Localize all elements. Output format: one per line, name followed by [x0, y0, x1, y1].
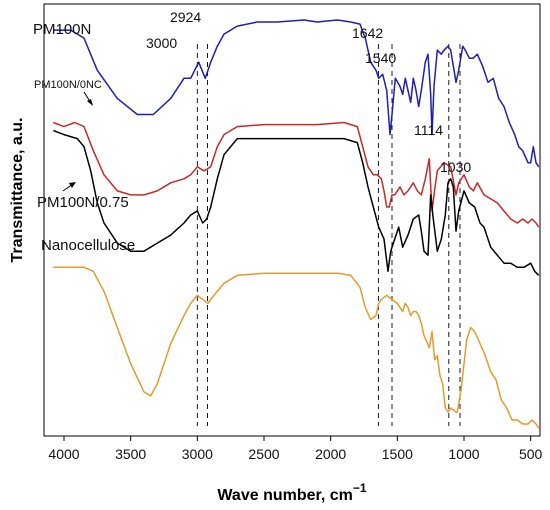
series-label-pm100n-0nc: PM100N/0NC [34, 79, 102, 91]
annotation-1030: 1030 [440, 159, 471, 175]
annotation-3000: 3000 [146, 35, 177, 51]
series-line-pm100n-0nc [53, 121, 540, 228]
annotation-1114: 1114 [414, 122, 443, 138]
annotation-1642: 1642 [352, 25, 383, 41]
x-tick-label-4000: 4000 [48, 446, 79, 462]
series-line-pm100n [53, 19, 540, 168]
series-label-nanocellulose: Nanocellulose [41, 237, 135, 254]
x-axis-title-superscript: −1 [353, 481, 367, 495]
annotation-1540: 1540 [365, 50, 396, 66]
x-tick-label-2000: 2000 [315, 446, 346, 462]
y-axis-title: Transmittance, a.u. [9, 118, 26, 263]
plot-frame [43, 3, 541, 437]
reference-lines [196, 44, 461, 426]
series-line-pm100n-0-75 [53, 129, 540, 276]
label-pointer-arrowhead-075 [69, 182, 76, 188]
x-tick-label-2500: 2500 [248, 446, 279, 462]
series-lines [53, 19, 540, 429]
x-tick-label-500: 500 [519, 446, 543, 462]
x-tick-label-3000: 3000 [182, 446, 213, 462]
series-label-pm100n: PM100N [33, 21, 91, 38]
x-tick-label-3500: 3500 [115, 446, 146, 462]
series-line-nanocellulose [53, 266, 540, 429]
label-pointer-arrowhead-0nc [87, 99, 93, 106]
series-label-pm100n-075: PM100N/0.75 [37, 194, 129, 211]
x-tick-label-1500: 1500 [382, 446, 413, 462]
annotation-2924: 2924 [170, 9, 201, 25]
x-tick-label-1000: 1000 [448, 446, 479, 462]
x-axis-title: Wave number, cm−1 [217, 481, 366, 504]
x-axis-title-text: Wave number, cm [217, 487, 352, 504]
x-axis-ticks: 4000 3500 3000 2500 2000 1500 1000 500 [48, 436, 543, 462]
